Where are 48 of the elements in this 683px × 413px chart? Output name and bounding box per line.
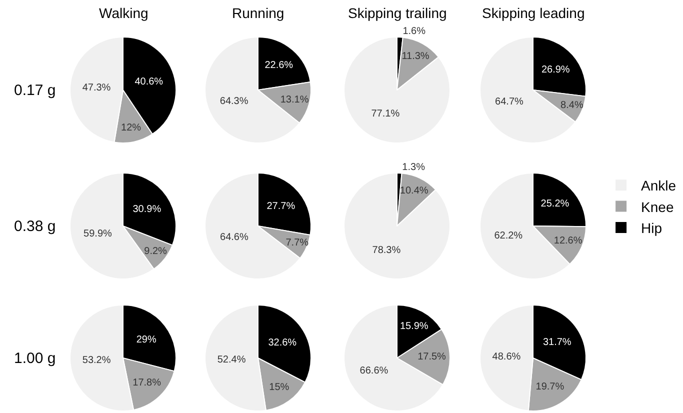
pie-slice xyxy=(344,36,450,144)
legend-label: Ankle xyxy=(641,178,676,194)
data-label: 15.9% xyxy=(400,321,428,332)
data-label: 66.6% xyxy=(360,366,388,377)
data-label: 17.8% xyxy=(132,378,162,389)
data-label: 17.5% xyxy=(418,352,446,363)
data-label: 32.6% xyxy=(268,338,297,349)
text: 0.38 g xyxy=(14,218,56,235)
chart-title: Walking xyxy=(99,5,148,21)
data-label: 10.4% xyxy=(400,185,428,196)
data-label: 7.7% xyxy=(286,238,309,249)
data-label: 12.6% xyxy=(554,236,582,247)
data-label: 9.2% xyxy=(144,246,168,257)
data-label: 19.7% xyxy=(536,381,564,392)
data-label: 64.6% xyxy=(220,232,248,244)
data-label: 12% xyxy=(121,122,142,134)
data-label: 1.3% xyxy=(402,162,426,174)
data-label: 13.1% xyxy=(280,94,309,106)
data-label: 53.2% xyxy=(82,355,111,366)
data-label: 62.2% xyxy=(494,230,523,242)
data-label: 1.6% xyxy=(402,26,426,38)
data-label: 64.3% xyxy=(220,96,248,108)
data-label: 31.7% xyxy=(542,336,572,348)
data-label: 64.7% xyxy=(495,96,524,108)
data-label: 29% xyxy=(136,334,156,346)
legend-label: Hip xyxy=(641,220,662,236)
text: 0.17 g xyxy=(14,82,56,99)
chart-title: Skipping leading xyxy=(482,5,585,21)
data-label: 8.4% xyxy=(560,100,584,112)
data-label: 77.1% xyxy=(371,108,400,120)
data-label: 30.9% xyxy=(132,204,162,216)
text: 1.00 g xyxy=(14,350,56,367)
legend-label: Knee xyxy=(641,198,674,215)
data-label: 48.6% xyxy=(492,351,521,362)
data-label: 25.2% xyxy=(540,198,570,210)
data-label: 26.9% xyxy=(541,64,570,76)
chart-title: Skipping trailing xyxy=(348,5,447,21)
chart-title: Running xyxy=(232,5,284,21)
data-label: 40.6% xyxy=(134,76,164,88)
data-label: 78.3% xyxy=(372,244,401,256)
data-label: 27.7% xyxy=(266,201,296,212)
pie-slice xyxy=(344,172,450,280)
data-label: 52.4% xyxy=(217,354,246,366)
data-label: 22.6% xyxy=(264,60,294,72)
data-label: 15% xyxy=(269,382,290,394)
data-label: 47.3% xyxy=(82,82,111,94)
data-label: 59.9% xyxy=(84,228,112,240)
data-label: 11.3% xyxy=(402,51,430,62)
